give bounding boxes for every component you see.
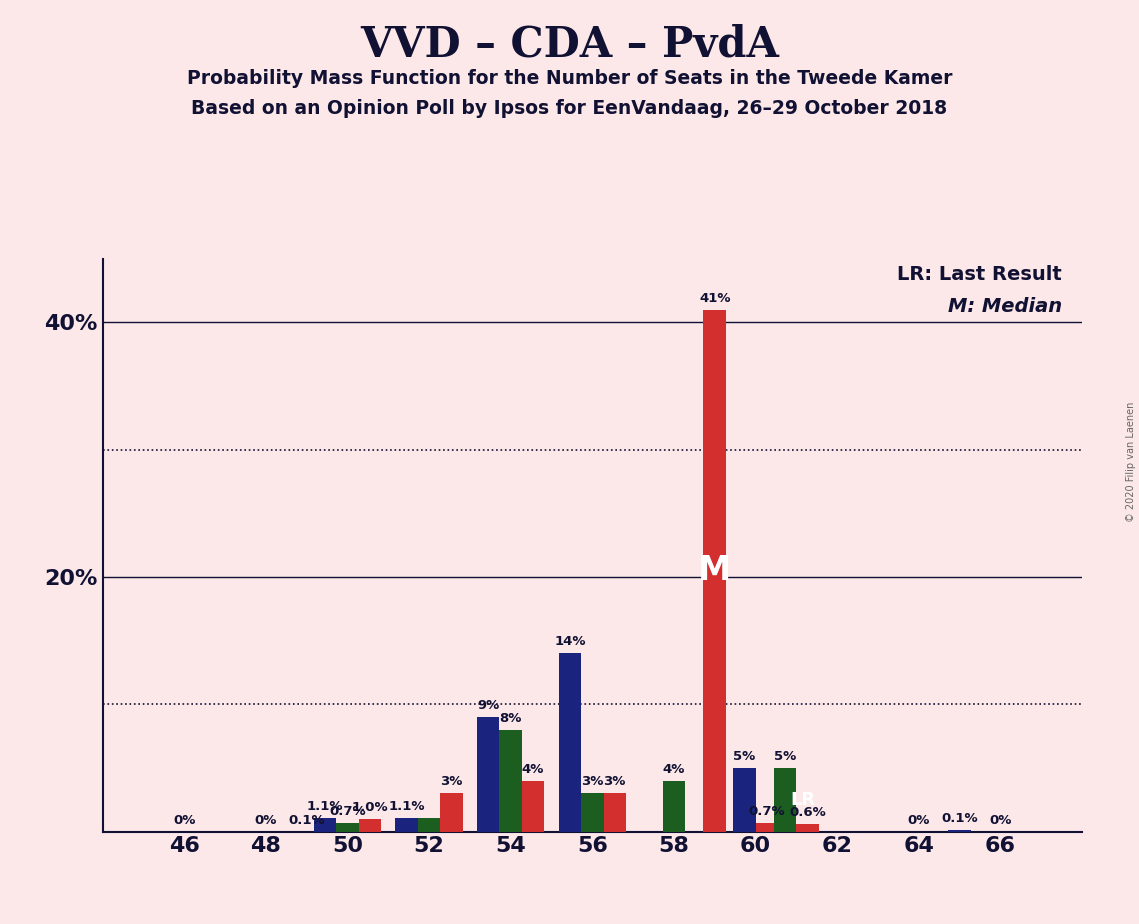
Bar	[336, 822, 359, 832]
Bar	[704, 310, 726, 832]
Text: 9%: 9%	[477, 699, 499, 711]
Bar	[522, 781, 544, 832]
Bar	[773, 768, 796, 832]
Text: © 2020 Filip van Laenen: © 2020 Filip van Laenen	[1126, 402, 1136, 522]
Text: 4%: 4%	[522, 762, 544, 775]
Text: 0.1%: 0.1%	[941, 812, 978, 825]
Bar	[604, 794, 626, 832]
Text: 3%: 3%	[604, 775, 626, 788]
Bar	[663, 781, 686, 832]
Text: Based on an Opinion Poll by Ipsos for EenVandaag, 26–29 October 2018: Based on an Opinion Poll by Ipsos for Ee…	[191, 99, 948, 118]
Bar	[734, 768, 755, 832]
Text: M: M	[698, 554, 731, 587]
Text: 1.0%: 1.0%	[352, 801, 388, 814]
Text: LR: Last Result: LR: Last Result	[896, 265, 1062, 284]
Bar	[796, 824, 819, 832]
Bar	[418, 818, 441, 832]
Bar	[581, 794, 604, 832]
Bar	[313, 818, 336, 832]
Text: 8%: 8%	[500, 711, 522, 724]
Bar	[499, 730, 522, 832]
Text: 0.1%: 0.1%	[288, 814, 325, 827]
Text: 0.7%: 0.7%	[329, 805, 366, 818]
Bar	[755, 822, 778, 832]
Text: Probability Mass Function for the Number of Seats in the Tweede Kamer: Probability Mass Function for the Number…	[187, 69, 952, 89]
Text: VVD – CDA – PvdA: VVD – CDA – PvdA	[360, 23, 779, 65]
Text: 0.7%: 0.7%	[748, 805, 785, 818]
Bar	[477, 717, 499, 832]
Bar	[395, 818, 418, 832]
Text: 5%: 5%	[734, 750, 755, 763]
Bar	[949, 831, 970, 832]
Text: 0.6%: 0.6%	[789, 806, 826, 819]
Text: 41%: 41%	[699, 292, 730, 305]
Bar	[359, 819, 382, 832]
Text: 14%: 14%	[554, 636, 585, 649]
Text: 1.1%: 1.1%	[306, 799, 343, 812]
Text: 3%: 3%	[581, 775, 604, 788]
Text: 0%: 0%	[908, 814, 929, 827]
Text: 0%: 0%	[255, 814, 277, 827]
Text: 4%: 4%	[663, 762, 685, 775]
Bar	[441, 794, 462, 832]
Text: 3%: 3%	[441, 775, 462, 788]
Text: 5%: 5%	[775, 750, 796, 763]
Text: 0%: 0%	[173, 814, 195, 827]
Text: 0%: 0%	[990, 814, 1011, 827]
Text: M: Median: M: Median	[948, 297, 1062, 316]
Bar	[558, 653, 581, 832]
Text: 1.1%: 1.1%	[388, 799, 425, 812]
Text: LR: LR	[790, 791, 816, 808]
